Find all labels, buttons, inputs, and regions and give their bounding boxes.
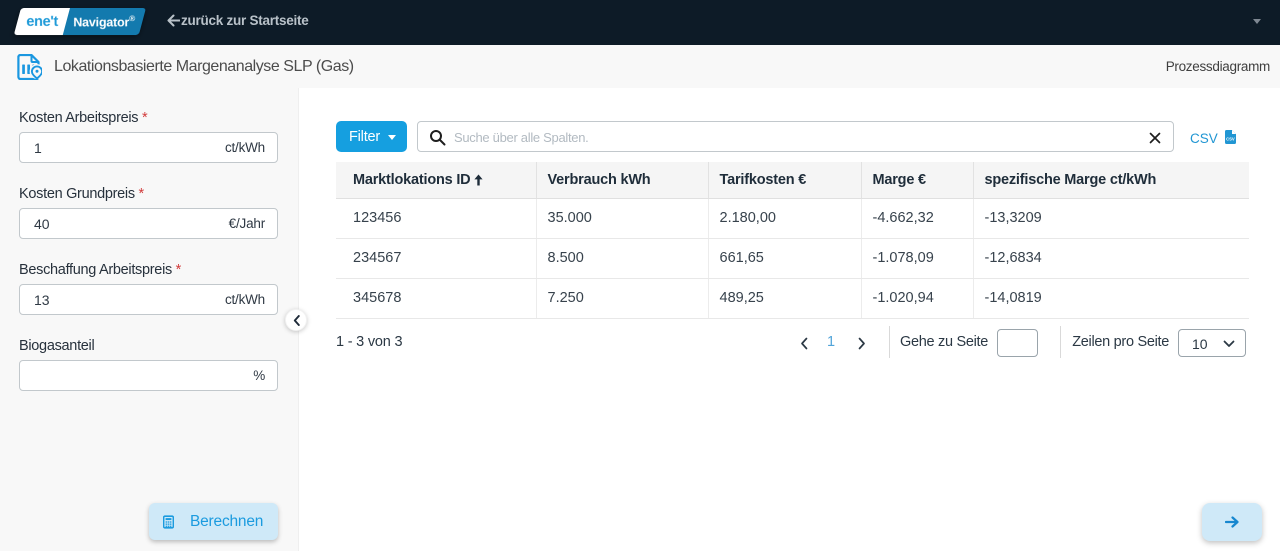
svg-text:CSV: CSV	[1226, 137, 1235, 142]
